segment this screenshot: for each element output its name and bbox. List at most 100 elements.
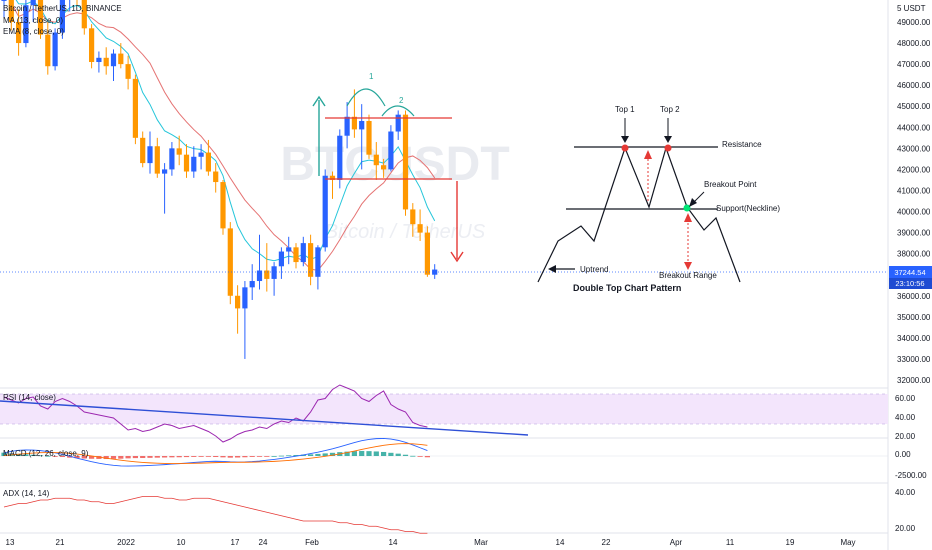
candle	[388, 125, 394, 172]
downtrend-arrow	[450, 181, 464, 263]
macd-hist-bar	[315, 453, 321, 456]
price-tick: 49000.00	[897, 18, 931, 27]
candle-body	[271, 266, 277, 279]
price-tick: 38000.00	[897, 250, 931, 259]
candle	[227, 222, 233, 305]
candle-body	[30, 0, 36, 6]
rsi-title[interactable]: RSI (14, close)	[3, 393, 56, 402]
rsi-band	[0, 394, 888, 424]
currency-code: USDT	[904, 4, 926, 13]
candle	[329, 171, 336, 199]
candle-body	[23, 5, 29, 44]
candle	[69, 0, 71, 12]
macd-hist-bar	[67, 456, 73, 458]
macd-hist-bar	[278, 455, 284, 457]
macd-hist-bar	[293, 454, 299, 456]
macd-hist-bar	[220, 456, 226, 458]
macd-hist-bar	[381, 451, 387, 456]
price-tick: 47000.00	[897, 60, 931, 69]
time-tick: 22	[602, 538, 611, 547]
top-2-marker	[664, 144, 672, 152]
watermark-symbol: BTCUSDT	[280, 138, 509, 191]
adx-title[interactable]: ADX (14, 14)	[3, 489, 50, 498]
macd-hist-bar	[89, 456, 95, 459]
candle-body	[118, 53, 124, 65]
candle-body	[169, 148, 175, 170]
candle	[308, 234, 314, 286]
candle	[59, 0, 65, 39]
candle-body	[264, 270, 270, 279]
top-2-number: 2	[399, 96, 404, 105]
candle-body	[373, 154, 379, 166]
diagram-breakout-point-label: Breakout Point	[704, 180, 757, 189]
macd-hist-bar	[1, 452, 7, 456]
candle-body	[344, 116, 350, 136]
macd-hist-bar	[242, 456, 248, 458]
symbol-legend[interactable]: Bitcoin / TetherUS, 1D, BINANCE	[3, 4, 122, 13]
price-tick: 40000.00	[897, 208, 931, 217]
macd-signal-line	[3, 443, 428, 464]
macd-hist-bar	[140, 456, 146, 459]
adx-tick: 40.00	[895, 488, 916, 497]
candle-body	[366, 120, 372, 155]
candle	[8, 0, 14, 31]
ma-13-line	[9, 0, 436, 272]
macd-tick: -2500.00	[895, 471, 927, 480]
candle	[103, 47, 109, 75]
uptrend-arrow	[312, 95, 326, 176]
price-axis[interactable]: 5 USDT 49000.00 48000.00 47000.00 46000.00 4…	[897, 4, 931, 385]
candle	[96, 51, 102, 73]
candle	[37, 0, 44, 39]
candle-body	[424, 232, 430, 275]
watermark-subtitle: Bitcoin / TetherUS	[325, 221, 486, 243]
candle	[395, 110, 401, 140]
time-axis[interactable]: 13 21 2022 10 17 24 Feb 14 Mar 14 22 Apr 11 19 May	[6, 538, 856, 547]
macd-hist-bar	[271, 456, 277, 457]
candle-body	[154, 146, 160, 174]
candle	[300, 236, 306, 267]
diagram-resistance-label: Resistance	[722, 140, 762, 149]
candle-body	[381, 165, 387, 170]
candle	[344, 102, 350, 149]
adx-tick: 20.00	[895, 524, 916, 533]
candle	[81, 0, 87, 35]
candle	[154, 137, 160, 178]
currency-prefix: 5	[897, 4, 904, 13]
candle	[351, 89, 357, 138]
candle-body	[96, 57, 102, 63]
ma-legend[interactable]: MA (13, close, 0)	[3, 16, 63, 25]
candle	[147, 131, 153, 174]
candle	[315, 245, 321, 290]
ema-legend[interactable]: EMA (8, close, 0)	[3, 27, 64, 36]
time-tick: 11	[726, 538, 735, 547]
candle	[264, 243, 270, 292]
candle-body	[89, 28, 95, 63]
diagram-top-1-label: Top 1	[615, 105, 635, 114]
macd-hist-bar	[322, 453, 328, 456]
macd-title[interactable]: MACD (12, 26, close, 9)	[3, 449, 89, 458]
candlestick-series[interactable]	[1, 0, 438, 359]
candle	[242, 281, 248, 359]
candle-body	[52, 32, 58, 67]
candle	[140, 131, 146, 168]
time-tick: Apr	[670, 538, 683, 547]
macd-hist-bar	[162, 456, 168, 458]
price-tick: 32000.00	[897, 376, 931, 385]
candle	[373, 142, 379, 180]
rsi-trendline[interactable]	[0, 400, 529, 436]
price-tick: 45000.00	[897, 102, 931, 111]
candle	[89, 24, 95, 69]
candle-body	[220, 182, 226, 229]
candle-body	[125, 64, 131, 79]
candle	[23, 0, 29, 48]
candle	[52, 28, 58, 71]
candle-body	[205, 152, 211, 172]
rsi-line	[3, 384, 428, 443]
candle	[110, 49, 117, 81]
moving-average-lines	[9, 0, 436, 272]
candle	[417, 209, 423, 242]
candle	[132, 74, 138, 145]
time-tick: 19	[786, 538, 795, 547]
macd-hist-bar	[81, 456, 87, 459]
